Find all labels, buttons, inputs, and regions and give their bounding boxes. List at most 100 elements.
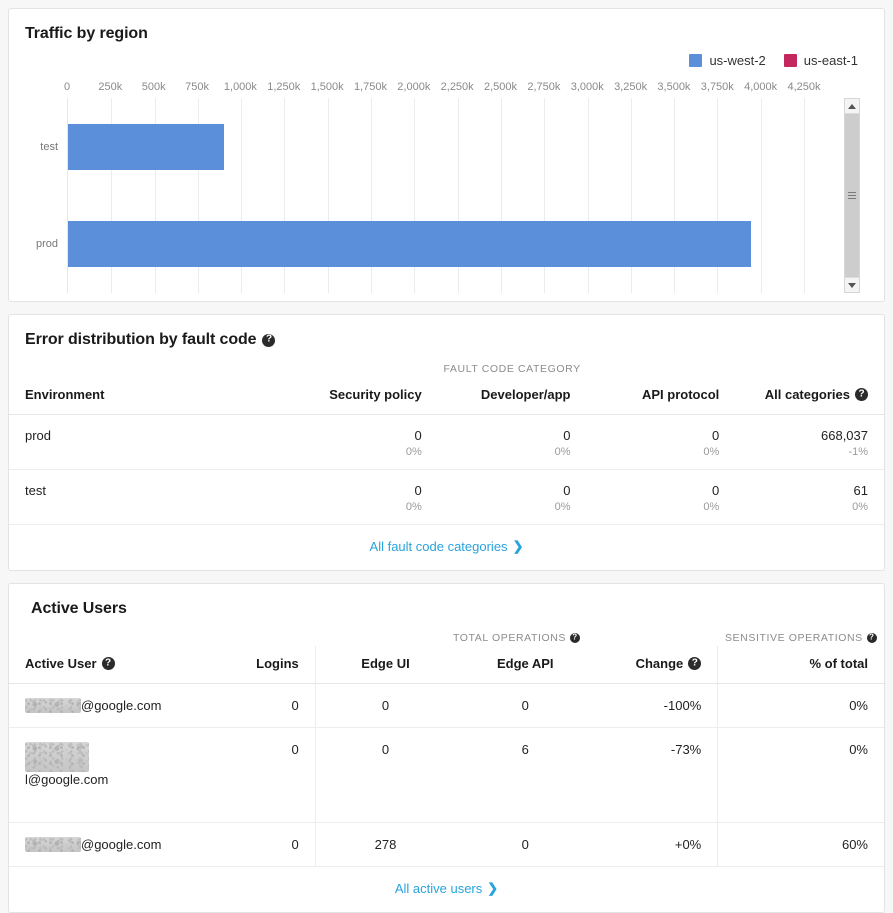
redacted-username	[25, 698, 81, 713]
cell-delta: 0%	[405, 446, 422, 458]
column-header-security-policy[interactable]: Security policy	[289, 377, 438, 415]
x-tick-label: 3,000k	[570, 81, 604, 93]
cell-logins: 0	[236, 683, 316, 728]
bar-chart: 0 250k 500k 750k 1,000k 1,250k 1,500k 1,750k 2,0…	[9, 78, 884, 293]
column-header-logins[interactable]: Logins	[236, 646, 316, 684]
cell-edge-api: 0	[455, 683, 596, 728]
footer-link-label: All fault code categories	[369, 539, 508, 554]
chart-gridline	[197, 98, 199, 293]
fault-card-footer: All fault code categories ❯	[9, 525, 884, 570]
column-header-all-categories[interactable]: All categories	[735, 377, 884, 415]
group-spacer-logins	[237, 618, 316, 646]
x-tick-label: 1,000k	[223, 81, 257, 93]
help-icon[interactable]	[866, 633, 877, 643]
chart-gridline	[414, 98, 416, 293]
email-domain: l@google.com	[25, 772, 109, 787]
cell-active-user: @google.com	[9, 683, 237, 728]
scroll-down-arrow-icon[interactable]	[845, 277, 859, 292]
table-header-row: Active User Logins Edge UI Edge API	[9, 646, 884, 684]
y-axis-category-labels: test prod	[9, 98, 67, 293]
column-header-developer-app[interactable]: Developer/app	[437, 377, 587, 415]
error-distribution-title-text: Error distribution by fault code	[25, 331, 257, 348]
chart-gridline	[717, 98, 719, 293]
cell-change: +0%	[595, 822, 718, 868]
x-tick-label: 1,500k	[310, 81, 344, 93]
error-distribution-card: Error distribution by fault code FAULT C…	[8, 314, 885, 571]
cell-environment: test	[9, 469, 289, 525]
legend-swatch-icon	[689, 54, 703, 67]
chart-vertical-scrollbar[interactable]	[844, 98, 860, 293]
x-tick-label: 4,000k	[744, 81, 778, 93]
scroll-up-arrow-icon[interactable]	[845, 99, 859, 114]
chart-gridline	[154, 98, 156, 293]
cell-logins: 0	[236, 822, 316, 868]
legend-label: us-east-1	[803, 53, 858, 68]
cell-developer-app: 0 0%	[437, 414, 587, 470]
column-header-edge-api[interactable]: Edge API	[455, 646, 596, 684]
table-row: @google.com 0 278 0 +0% 60%	[9, 822, 884, 868]
cell-api-protocol: 0 0%	[586, 469, 736, 525]
x-tick-label: 1,750k	[353, 81, 387, 93]
group-header-label: SENSITIVE OPERATIONS	[724, 632, 863, 644]
x-tick-label: 1,250k	[267, 81, 301, 93]
table-header-row: Environment Security policy Developer/ap…	[9, 377, 884, 415]
help-icon[interactable]	[570, 633, 581, 643]
cell-delta: 0%	[703, 446, 720, 458]
cell-edge-ui: 0	[314, 683, 456, 728]
cell-delta: 0%	[554, 501, 571, 513]
x-tick-label: 750k	[185, 81, 209, 93]
scrollbar-thumb[interactable]	[845, 114, 859, 277]
cell-delta: 0%	[554, 446, 571, 458]
cell-all-categories: 668,037 -1%	[735, 414, 884, 470]
legend-item-us-east-1[interactable]: us-east-1	[783, 53, 858, 68]
active-users-table: TOTAL OPERATIONS SENSITIVE OPERATIONS	[9, 618, 884, 868]
x-tick-label: 2,000k	[397, 81, 431, 93]
table-group-header-row: TOTAL OPERATIONS SENSITIVE OPERATIONS	[9, 618, 884, 646]
help-icon[interactable]	[101, 657, 115, 670]
column-header-environment[interactable]: Environment	[9, 377, 289, 415]
column-header-change[interactable]: Change	[595, 646, 718, 684]
cell-security-policy: 0 0%	[289, 469, 438, 525]
legend-label: us-west-2	[709, 53, 766, 68]
chart-gridline	[630, 98, 632, 293]
redacted-username	[25, 837, 81, 853]
chart-bar[interactable]	[68, 221, 752, 268]
cell-edge-ui: 278	[314, 822, 456, 868]
cell-change: -73%	[595, 727, 718, 824]
column-header-edge-ui[interactable]: Edge UI	[314, 646, 456, 684]
all-fault-code-categories-link[interactable]: All fault code categories ❯	[370, 539, 524, 554]
help-icon[interactable]	[688, 657, 702, 670]
group-header-sensitive-operations: SENSITIVE OPERATIONS	[718, 618, 884, 646]
x-tick-label: 3,500k	[657, 81, 691, 93]
x-axis-tick-labels: 0 250k 500k 750k 1,000k 1,250k 1,500k 1,750k 2,0…	[64, 78, 830, 98]
redacted-username	[25, 742, 89, 772]
group-header-label: FAULT CODE CATEGORY	[443, 363, 581, 375]
cell-change: -100%	[595, 683, 718, 728]
x-tick-label: 250k	[98, 81, 123, 93]
legend-item-us-west-2[interactable]: us-west-2	[689, 53, 766, 68]
help-icon[interactable]	[262, 333, 276, 347]
active-users-title-text: Active Users	[31, 600, 127, 617]
chart-gridline	[674, 98, 676, 293]
scrollbar-track[interactable]	[845, 114, 859, 277]
table-row: l@google.com 0 0 6 -73% 0%	[9, 727, 884, 824]
chart-bar[interactable]	[68, 123, 224, 170]
cell-pct-of-total: 60%	[717, 822, 884, 868]
group-spacer	[9, 349, 289, 377]
x-tick-label: 4,250k	[787, 81, 821, 93]
help-icon[interactable]	[855, 388, 868, 401]
cell-developer-app: 0 0%	[437, 469, 587, 525]
cell-delta: 0%	[852, 501, 868, 513]
chart-plot-area	[67, 98, 830, 293]
cell-edge-api: 6	[455, 727, 596, 824]
chevron-right-icon: ❯	[512, 538, 524, 554]
column-header-api-protocol[interactable]: API protocol	[586, 377, 736, 415]
x-tick-label: 3,750k	[700, 81, 734, 93]
column-header-active-user[interactable]: Active User	[9, 646, 237, 684]
column-header-pct-of-total[interactable]: % of total	[717, 646, 884, 684]
chart-gridline	[587, 98, 589, 293]
x-tick-label: 2,750k	[527, 81, 561, 93]
cell-environment: prod	[9, 414, 289, 470]
cell-edge-api: 0	[455, 822, 596, 868]
